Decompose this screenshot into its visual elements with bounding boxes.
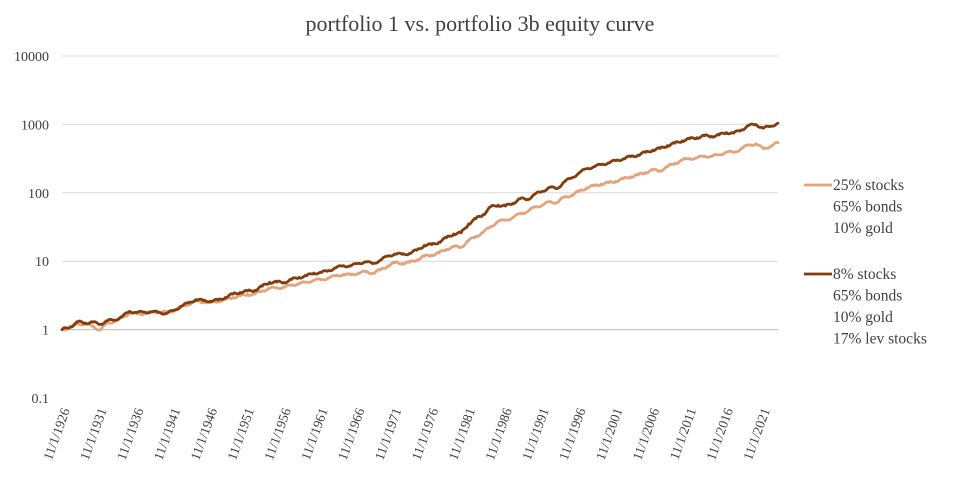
x-tick-label: 11/1/1991 [519,406,552,462]
x-tick-label-group: 11/1/2001 [593,406,626,462]
legend-label: 8% stocks [833,266,896,283]
x-axis: 11/1/1926 11/1/1931 11/1/1936 11/1/1941 11/1… [40,329,778,462]
x-tick-label-group: 11/1/1926 [40,406,73,462]
x-tick-label-group: 11/1/2006 [630,406,663,462]
x-tick-label: 11/1/1986 [482,406,515,462]
x-tick-label-group: 11/1/1981 [445,406,478,462]
x-tick-label-group: 11/1/1951 [224,406,257,462]
y-tick-label: 1 [42,324,49,339]
x-tick-label-group: 11/1/2021 [740,406,773,462]
legend: 25% stocks 65% bonds 10% gold 8% stocks 65% … [804,177,927,348]
legend-label: 10% gold [833,309,893,326]
y-tick-label: 10000 [14,50,49,65]
x-tick-label: 11/1/1956 [261,406,294,462]
x-tick-label: 11/1/1926 [40,406,73,462]
series-lines [60,121,780,332]
x-tick-label: 11/1/2006 [630,406,663,462]
legend-label: 10% gold [833,220,893,237]
x-tick-label: 11/1/1976 [409,406,442,462]
x-tick-label: 11/1/1996 [556,406,589,462]
x-tick-label: 11/1/2016 [703,406,736,462]
y-axis-tick-labels: 0.1 1 10 100 1000 10000 [14,50,49,407]
legend-label: 25% stocks [833,177,904,194]
legend-label: 17% lev stocks [833,331,927,348]
x-tick-label: 11/1/2001 [593,406,626,462]
series-line-1 [60,141,780,332]
x-tick-label-group: 11/1/1936 [114,406,147,462]
x-tick-label: 11/1/2011 [667,406,699,462]
x-tick-label-group: 11/1/1991 [519,406,552,462]
legend-label: 65% bonds [833,288,902,305]
x-tick-label-group: 11/1/1996 [556,406,589,462]
x-tick-label: 11/1/1936 [114,406,147,462]
series-line-2 [60,121,780,331]
y-tick-label: 10 [35,255,49,270]
x-tick-label: 11/1/1951 [224,406,257,462]
x-tick-label: 11/1/1981 [445,406,478,462]
x-tick-label: 11/1/1961 [298,406,331,462]
x-tick-label: 11/1/1971 [372,406,405,462]
gridlines [62,55,778,331]
x-tick-label-group: 11/1/1931 [77,406,110,462]
y-tick-label: 1000 [21,118,49,133]
x-tick-label-group: 11/1/1941 [151,406,184,462]
x-tick-label-group: 11/1/2016 [703,406,736,462]
x-tick-label-group: 11/1/1956 [261,406,294,462]
x-tick-label-group: 11/1/1986 [482,406,515,462]
x-tick-label-group: 11/1/1976 [409,406,442,462]
x-tick-label: 11/1/1941 [151,406,184,462]
x-tick-label: 11/1/1931 [77,406,110,462]
x-tick-label-group: 11/1/1971 [372,406,405,462]
y-tick-label: 0.1 [32,392,50,407]
x-tick-label-group: 11/1/2011 [667,406,699,462]
x-tick-label: 11/1/1966 [335,406,368,462]
chart-title: portfolio 1 vs. portfolio 3b equity curv… [306,11,655,36]
x-tick-label-group: 11/1/1961 [298,406,331,462]
y-tick-label: 100 [28,187,49,202]
x-tick-label-group: 11/1/1946 [188,406,221,462]
x-tick-label-group: 11/1/1966 [335,406,368,462]
x-tick-label: 11/1/1946 [188,406,221,462]
legend-label: 65% bonds [833,199,902,216]
x-tick-label: 11/1/2021 [740,406,773,462]
